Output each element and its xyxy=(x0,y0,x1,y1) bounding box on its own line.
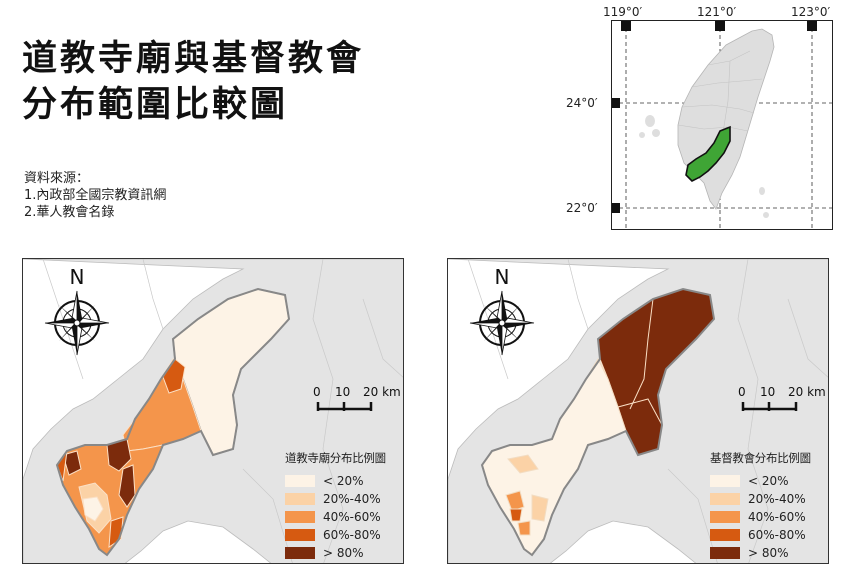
legend-swatch xyxy=(285,529,315,541)
legend-row: 40%-60% xyxy=(285,508,386,526)
data-sources: 資料來源： 1.內政部全國宗教資訊網 2.華人教會名錄 xyxy=(24,170,166,221)
locator-inset-map xyxy=(611,20,833,230)
legend-row: 40%-60% xyxy=(710,508,811,526)
legend-label: 20%-40% xyxy=(323,492,381,506)
legend-row: 20%-40% xyxy=(710,490,811,508)
legend-swatch xyxy=(285,511,315,523)
locator-svg xyxy=(612,21,832,229)
taoist-temple-map: N 0 10 20 km 道教寺廟分布比例圖 < 20% 20%-40% 40%… xyxy=(22,258,404,564)
legend-label: > 80% xyxy=(323,546,364,560)
scale-label-20: 20 km xyxy=(363,385,401,399)
title-line-1: 道教寺廟與基督教會 xyxy=(22,39,365,79)
source-item-1: 1.內政部全國宗教資訊網 xyxy=(24,188,167,203)
lat-label-24: 24°0′ xyxy=(566,96,598,110)
legend-swatch xyxy=(710,547,740,559)
legend-row: 20%-40% xyxy=(285,490,386,508)
scale-label-0: 0 xyxy=(738,385,746,399)
compass-rose xyxy=(469,290,535,356)
legend-title: 基督教會分布比例圖 xyxy=(710,451,811,465)
lon-label-123: 123°0′ xyxy=(791,5,831,19)
legend-swatch xyxy=(285,493,315,505)
map-title: 道教寺廟與基督教會 分布範圍比較圖 xyxy=(22,36,364,128)
sources-heading: 資料來源： xyxy=(24,171,90,186)
church-legend: 基督教會分布比例圖 < 20% 20%-40% 40%-60% 60%-80% … xyxy=(710,450,811,562)
north-label: N xyxy=(495,265,510,289)
legend-label: > 80% xyxy=(748,546,789,560)
legend-swatch xyxy=(710,511,740,523)
legend-row: 60%-80% xyxy=(285,526,386,544)
legend-swatch xyxy=(285,475,315,487)
legend-swatch xyxy=(285,547,315,559)
legend-row: < 20% xyxy=(710,472,811,490)
legend-row: < 20% xyxy=(285,472,386,490)
region-dark-3 xyxy=(62,450,82,476)
legend-swatch xyxy=(710,529,740,541)
lon-label-119: 119°0′ xyxy=(603,5,643,19)
lon-label-121: 121°0′ xyxy=(697,5,737,19)
lat-label-22: 22°0′ xyxy=(566,201,598,215)
christian-church-map: N 0 10 20 km 基督教會分布比例圖 < 20% 20%-40% 40%… xyxy=(447,258,829,564)
region-orange-2 xyxy=(509,508,523,522)
region-dark-2 xyxy=(118,464,136,508)
scale-label-0: 0 xyxy=(313,385,321,399)
neighbor-borders xyxy=(42,259,403,563)
church-map-svg: N 0 10 20 km xyxy=(448,259,828,563)
legend-row: > 80% xyxy=(710,544,811,562)
legend-title: 道教寺廟分布比例圖 xyxy=(285,451,386,465)
legend-swatch xyxy=(710,493,740,505)
scale-bar xyxy=(316,402,373,411)
legend-row: > 80% xyxy=(285,544,386,562)
offshore-islands xyxy=(639,115,769,218)
district-outline xyxy=(480,287,716,557)
legend-label: < 20% xyxy=(748,474,789,488)
taoist-legend: 道教寺廟分布比例圖 < 20% 20%-40% 40%-60% 60%-80% … xyxy=(285,450,386,562)
legend-label: 40%-60% xyxy=(748,510,806,524)
highlighted-region xyxy=(685,125,731,182)
region-orange-3 xyxy=(517,520,531,536)
neighbor-borders xyxy=(467,259,828,563)
legend-label: 60%-80% xyxy=(748,528,806,542)
north-label: N xyxy=(70,265,85,289)
compass-rose xyxy=(44,290,110,356)
region-light-1 xyxy=(507,454,539,474)
taiwan-island xyxy=(677,28,775,210)
scale-label-10: 10 xyxy=(335,385,350,399)
mountain-internal-borders xyxy=(617,298,663,426)
legend-swatch xyxy=(710,475,740,487)
region-orange-1 xyxy=(505,490,525,512)
scale-bar xyxy=(741,402,798,411)
legend-label: < 20% xyxy=(323,474,364,488)
region-coast-lighter xyxy=(82,496,104,522)
graticule-markers xyxy=(612,21,817,213)
county-borders xyxy=(677,50,763,140)
title-line-2: 分布範圍比較圖 xyxy=(22,85,289,125)
scale-label-10: 10 xyxy=(760,385,775,399)
source-item-2: 2.華人教會名錄 xyxy=(24,205,115,220)
region-light-2 xyxy=(531,494,549,522)
taoist-map-svg: N 0 10 20 km xyxy=(23,259,403,563)
legend-label: 20%-40% xyxy=(748,492,806,506)
legend-label: 60%-80% xyxy=(323,528,381,542)
scale-label-20: 20 km xyxy=(788,385,826,399)
legend-row: 60%-80% xyxy=(710,526,811,544)
legend-label: 40%-60% xyxy=(323,510,381,524)
district-outline xyxy=(55,287,291,557)
